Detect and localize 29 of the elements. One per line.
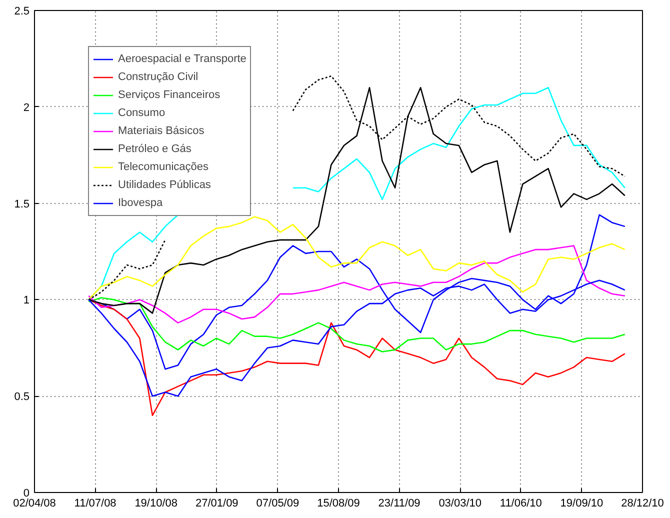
y-tick-label: 2 [23,102,30,114]
legend-label: Serviços Financeiros [118,88,220,103]
legend-label: Construção Civil [118,70,198,85]
x-tick-label: 11/07/08 [74,498,116,510]
x-tick-label: 15/08/09 [317,498,360,510]
legend-label: Aeroespacial e Transporte [118,52,246,67]
y-tick-label: 0.5 [14,391,30,404]
legend-label: Consumo [118,106,166,121]
legend-label: Ibovespa [118,196,163,211]
x-tick-label: 19/09/10 [560,498,604,510]
x-tick-label: 07/05/09 [256,498,300,510]
line-series [88,297,626,352]
y-tick-label: 1 [23,294,30,307]
x-tick-label: 11/06/10 [500,498,542,510]
x-tick-label: 03/03/10 [438,498,482,510]
legend-label: Utilidades Públicas [118,178,211,193]
y-tick-label: 1.5 [14,198,30,210]
x-tick-label: 02/04/08 [13,498,56,510]
legend-label: Telecomunicações [118,160,208,175]
x-tick-label: 23/11/09 [378,498,420,510]
legend-label: Materiais Básicos [118,124,204,139]
x-tick-label: 27/01/09 [195,498,238,510]
y-tick-label: 2.5 [14,6,30,18]
x-tick-label: 19/10/08 [134,498,178,510]
y-tick-label: 0 [23,488,30,500]
line-series [88,245,626,324]
x-tick-label: 28/12/10 [621,498,664,510]
legend-label: Petróleo e Gás [118,142,192,157]
line-series [88,216,626,300]
